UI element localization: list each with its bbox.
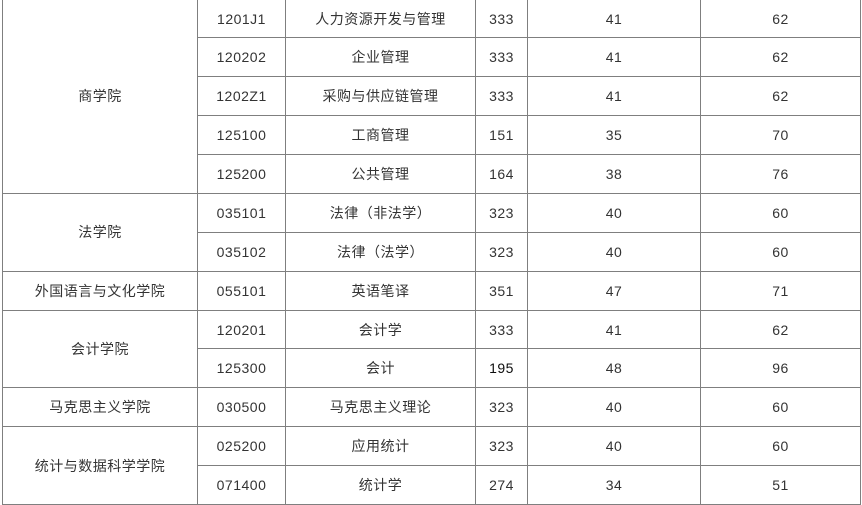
score3-cell: 62	[700, 0, 861, 39]
score2-cell: 41	[527, 0, 701, 39]
code-cell: 125300	[197, 348, 286, 389]
score3-cell: 60	[700, 426, 861, 467]
score1-cell: 164	[475, 154, 528, 194]
code-cell: 035102	[197, 231, 286, 272]
score2-cell: 41	[527, 76, 701, 117]
score2-cell: 38	[527, 154, 701, 194]
score1-cell: 333	[475, 309, 528, 350]
program-cell: 会计学	[285, 309, 476, 350]
score3-cell: 76	[700, 154, 861, 194]
score3-cell: 60	[700, 231, 861, 272]
program-cell: 法律（非法学）	[285, 192, 476, 233]
code-cell: 055101	[197, 270, 286, 311]
table-row: 统计与数据科学学院 025200 应用统计 323 40 60	[2, 426, 861, 505]
code-cell: 125200	[197, 154, 286, 194]
table-row: 125300 会计 195 48 96	[3, 348, 861, 389]
code-cell: 120201	[197, 309, 286, 350]
code-cell: 125100	[197, 115, 286, 156]
college-cell: 统计与数据科学学院	[2, 426, 198, 505]
table-row: 外国语言与文化学院 055101 英语笔译 351 47 71	[2, 270, 861, 311]
score2-cell: 41	[527, 309, 701, 350]
score2-cell: 35	[527, 115, 701, 156]
score2-cell: 40	[527, 387, 701, 428]
program-cell: 马克思主义理论	[285, 387, 476, 428]
table-row: 125100 工商管理 151 35 70	[3, 115, 861, 156]
score3-cell: 62	[700, 76, 861, 117]
table-row: 马克思主义学院 030500 马克思主义理论 323 40 60	[2, 387, 861, 428]
score3-cell: 60	[700, 387, 861, 428]
table-row: 会计学院 120201 会计学 333 41 62	[2, 309, 861, 389]
code-cell: 025200	[197, 426, 286, 467]
code-cell: 035101	[197, 192, 286, 233]
program-cell: 英语笔译	[285, 270, 476, 311]
score2-cell: 48	[527, 348, 701, 389]
score1-cell: 323	[475, 231, 528, 272]
program-cell: 法律（法学）	[285, 231, 476, 272]
score1-cell: 351	[475, 270, 528, 311]
code-cell: 1201J1	[197, 0, 286, 39]
score3-cell: 51	[700, 465, 861, 505]
table-row: 120202 企业管理 333 41 62	[3, 37, 861, 78]
program-cell: 企业管理	[285, 37, 476, 78]
college-cell: 马克思主义学院	[2, 387, 198, 428]
score1-cell: 151	[475, 115, 528, 156]
table-row: 125200 公共管理 164 38 76	[3, 154, 861, 194]
program-cell: 会计	[285, 348, 476, 389]
score1-cell: 195	[475, 348, 528, 389]
score3-cell: 96	[700, 348, 861, 389]
score2-cell: 41	[527, 37, 701, 78]
score1-cell: 323	[475, 192, 528, 233]
college-cell: 会计学院	[2, 309, 198, 389]
code-cell: 1202Z1	[197, 76, 286, 117]
code-cell: 030500	[197, 387, 286, 428]
table-row: 035102 法律（法学） 323 40 60	[3, 231, 861, 272]
score1-cell: 333	[475, 0, 528, 39]
program-cell: 应用统计	[285, 426, 476, 467]
table-row: 1202Z1 采购与供应链管理 333 41 62	[3, 76, 861, 117]
score1-cell: 323	[475, 387, 528, 428]
program-cell: 人力资源开发与管理	[285, 0, 476, 39]
table-row: 商学院 1201J1 人力资源开发与管理 333 41 62	[2, 0, 861, 194]
table-row: 法学院 035101 法律（非法学） 323 40 60	[2, 192, 861, 272]
college-cell: 法学院	[2, 192, 198, 272]
score3-cell: 62	[700, 37, 861, 78]
score3-cell: 62	[700, 309, 861, 350]
code-cell: 120202	[197, 37, 286, 78]
score2-cell: 34	[527, 465, 701, 505]
score2-cell: 40	[527, 426, 701, 467]
program-cell: 工商管理	[285, 115, 476, 156]
score2-cell: 40	[527, 231, 701, 272]
score2-cell: 40	[527, 192, 701, 233]
college-cell: 外国语言与文化学院	[2, 270, 198, 311]
college-cell: 商学院	[2, 0, 198, 194]
score1-cell: 333	[475, 37, 528, 78]
score3-cell: 71	[700, 270, 861, 311]
score3-cell: 70	[700, 115, 861, 156]
score1-cell: 323	[475, 426, 528, 467]
score3-cell: 60	[700, 192, 861, 233]
program-cell: 统计学	[285, 465, 476, 505]
score1-cell: 274	[475, 465, 528, 505]
program-cell: 采购与供应链管理	[285, 76, 476, 117]
code-cell: 071400	[197, 465, 286, 505]
table-row: 071400 统计学 274 34 51	[3, 465, 861, 505]
program-cell: 公共管理	[285, 154, 476, 194]
score2-cell: 47	[527, 270, 701, 311]
score1-cell: 333	[475, 76, 528, 117]
